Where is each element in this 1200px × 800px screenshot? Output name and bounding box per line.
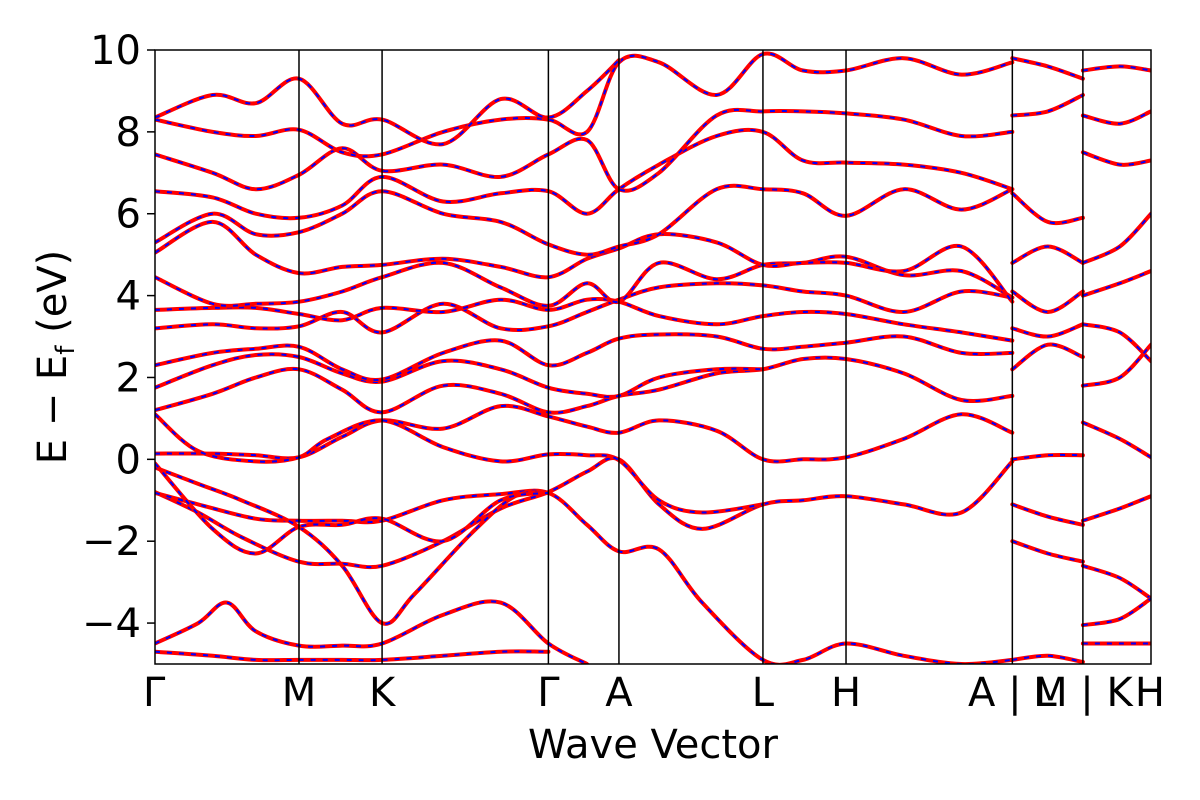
band-39-dashed xyxy=(1082,495,1151,522)
y-tick-label-2: 0 xyxy=(116,437,141,483)
band-5-dashed xyxy=(155,413,764,514)
band-25-solid xyxy=(1010,93,1085,118)
band-7-dashed xyxy=(155,353,763,398)
x-tick-label-9: H xyxy=(1135,670,1165,716)
band-13-dashed xyxy=(155,184,1013,256)
band-20-dashed xyxy=(1011,245,1084,264)
band-14-solid xyxy=(155,127,1015,221)
high-symmetry-lines xyxy=(298,50,1084,664)
band-28-dashed xyxy=(1011,503,1084,526)
y-tick-label-5: 6 xyxy=(116,192,141,238)
band-15-dashed xyxy=(155,108,1013,192)
band-31-dashed xyxy=(1082,65,1151,72)
y-tick-label-6: 8 xyxy=(116,110,141,156)
band-10-solid xyxy=(155,297,1015,343)
band-24-dashed xyxy=(1011,192,1084,225)
x-tick-label-3: Γ xyxy=(537,670,560,716)
plot-frame xyxy=(154,49,1152,665)
band-27-dashed xyxy=(1012,453,1083,461)
x-tick-label-8: M | K xyxy=(1033,670,1134,716)
band-lines xyxy=(155,51,1151,664)
band-29-dashed xyxy=(1011,540,1084,563)
band-32-dashed xyxy=(1082,110,1151,125)
band-26-dashed xyxy=(1012,57,1084,80)
band-34-dashed xyxy=(1082,270,1151,297)
band-33-solid xyxy=(1080,150,1151,167)
band-8-solid xyxy=(155,332,1015,383)
band-24-solid xyxy=(1010,191,1085,226)
y-tick-label-1: −2 xyxy=(82,519,141,565)
band-40-dashed xyxy=(1082,564,1151,600)
band-9-dashed xyxy=(155,282,1013,334)
band-22-dashed xyxy=(1012,323,1084,338)
band-14-dashed xyxy=(155,128,1013,220)
band-6-solid xyxy=(155,355,1015,415)
band-21-dashed xyxy=(1011,290,1084,314)
band-23-dashed xyxy=(1011,343,1084,371)
band-21-solid xyxy=(1010,289,1085,315)
y-axis-title-subscript: f xyxy=(51,345,81,355)
band-22-solid xyxy=(1010,322,1085,339)
x-tick-label-1: M xyxy=(282,670,317,716)
band-3-dashed xyxy=(155,462,549,555)
x-tick-label-6: H xyxy=(831,670,861,716)
x-tick-label-5: L xyxy=(752,670,775,716)
band-0-solid xyxy=(155,456,1015,570)
y-tick-label-4: 4 xyxy=(116,274,141,320)
band-33-dashed xyxy=(1082,151,1151,166)
x-axis-title: Wave Vector xyxy=(528,722,779,768)
y-tick-label-3: 2 xyxy=(116,355,141,401)
x-tick-label-4: A xyxy=(605,670,633,716)
band-35-solid xyxy=(1080,211,1151,265)
y-axis-title-main: E − E xyxy=(30,355,76,465)
band-31-solid xyxy=(1080,64,1151,73)
band-17-dashed xyxy=(155,59,620,146)
y-axis-ticks: −4 −2 0 2 4 6 8 10 xyxy=(82,28,155,647)
band-36-dashed xyxy=(1082,323,1151,362)
band-35-dashed xyxy=(1082,213,1151,264)
band-40-solid xyxy=(1080,563,1151,601)
y-tick-label-7: 10 xyxy=(90,28,141,74)
band-41-solid xyxy=(1080,596,1151,628)
y-axis-title-unit: (eV) xyxy=(30,250,76,346)
y-axis-title: E − Ef (eV) xyxy=(30,250,81,465)
band-2-solid xyxy=(155,465,551,626)
band-20-solid xyxy=(1010,244,1085,265)
x-tick-label-7: A | L xyxy=(968,670,1057,716)
y-tick-label-0: −4 xyxy=(82,601,141,647)
band-30-dashed xyxy=(1012,654,1084,663)
x-tick-label-0: Γ xyxy=(143,670,166,716)
band-18-dashed xyxy=(155,600,588,664)
band-32-solid xyxy=(1080,109,1151,126)
band-38-dashed xyxy=(1082,421,1151,459)
band-23-solid xyxy=(1010,342,1085,372)
band-19-solid xyxy=(155,649,551,663)
x-tick-label-2: K xyxy=(369,670,397,716)
band-15-solid xyxy=(155,107,1015,193)
band-37-dashed xyxy=(1082,344,1151,387)
band-7-solid xyxy=(155,352,765,399)
band-8-dashed xyxy=(155,333,1013,382)
band-41-dashed xyxy=(1082,597,1151,627)
